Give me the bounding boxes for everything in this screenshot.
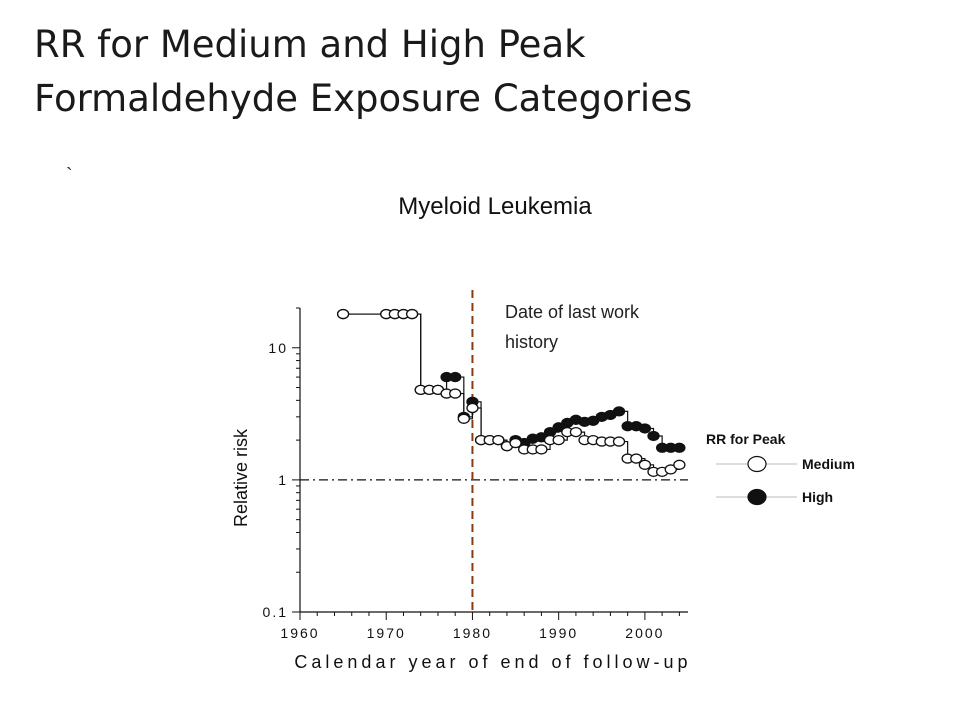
point-medium	[535, 444, 548, 455]
point-medium	[449, 388, 462, 399]
point-medium	[509, 437, 522, 449]
point-high	[673, 442, 686, 453]
point-medium	[492, 434, 505, 446]
point-medium	[466, 402, 479, 414]
point-medium	[552, 434, 565, 446]
legend-title: RR for Peak	[706, 431, 786, 447]
point-medium	[569, 426, 583, 438]
point-high	[647, 430, 660, 442]
legend-medium-label: Medium	[802, 456, 855, 472]
point-medium	[336, 308, 350, 320]
axes-layer: 0.1 1 10 1960 1970 1980 1990 2000	[263, 307, 688, 641]
slide-title: RR for Medium and High Peak Formaldehyde…	[34, 18, 934, 125]
slide-title-line-1: RR for Medium and High Peak	[34, 23, 586, 66]
point-medium	[612, 436, 626, 447]
legend: RR for Peak Medium High	[706, 431, 855, 506]
point-high	[638, 423, 652, 434]
chart-title: Myeloid Leukemia	[398, 193, 592, 220]
reference-layer	[300, 290, 688, 612]
slide-title-line-2: Formaldehyde Exposure Categories	[34, 76, 693, 120]
x-axis-label: Calendar year of end of follow-up	[294, 652, 691, 672]
vertical-marker-label-1: Date of last work	[505, 302, 640, 322]
x-tick-label: 1970	[367, 625, 406, 641]
x-tick-label: 1960	[280, 625, 319, 641]
point-high	[612, 406, 626, 417]
vertical-marker-label-2: history	[505, 332, 558, 352]
series-layer	[336, 308, 686, 478]
y-axis-label: Relative risk	[231, 428, 251, 527]
legend-marker-high	[747, 488, 767, 506]
point-medium	[630, 453, 643, 464]
legend-marker-medium	[747, 455, 767, 473]
point-medium	[673, 459, 686, 470]
y-tick-label: 10	[268, 340, 288, 356]
y-tick-label: 1	[278, 472, 288, 488]
legend-high-label: High	[802, 489, 833, 505]
x-tick-label: 1990	[539, 625, 578, 641]
stray-mark: `	[66, 165, 73, 187]
point-high	[449, 371, 462, 383]
point-medium	[405, 308, 419, 320]
x-tick-label: 2000	[625, 625, 664, 641]
y-tick-label: 0.1	[263, 604, 288, 620]
point-medium	[457, 413, 470, 424]
point-medium	[664, 464, 677, 475]
x-tick-label: 1980	[453, 625, 492, 641]
point-medium	[638, 459, 652, 470]
